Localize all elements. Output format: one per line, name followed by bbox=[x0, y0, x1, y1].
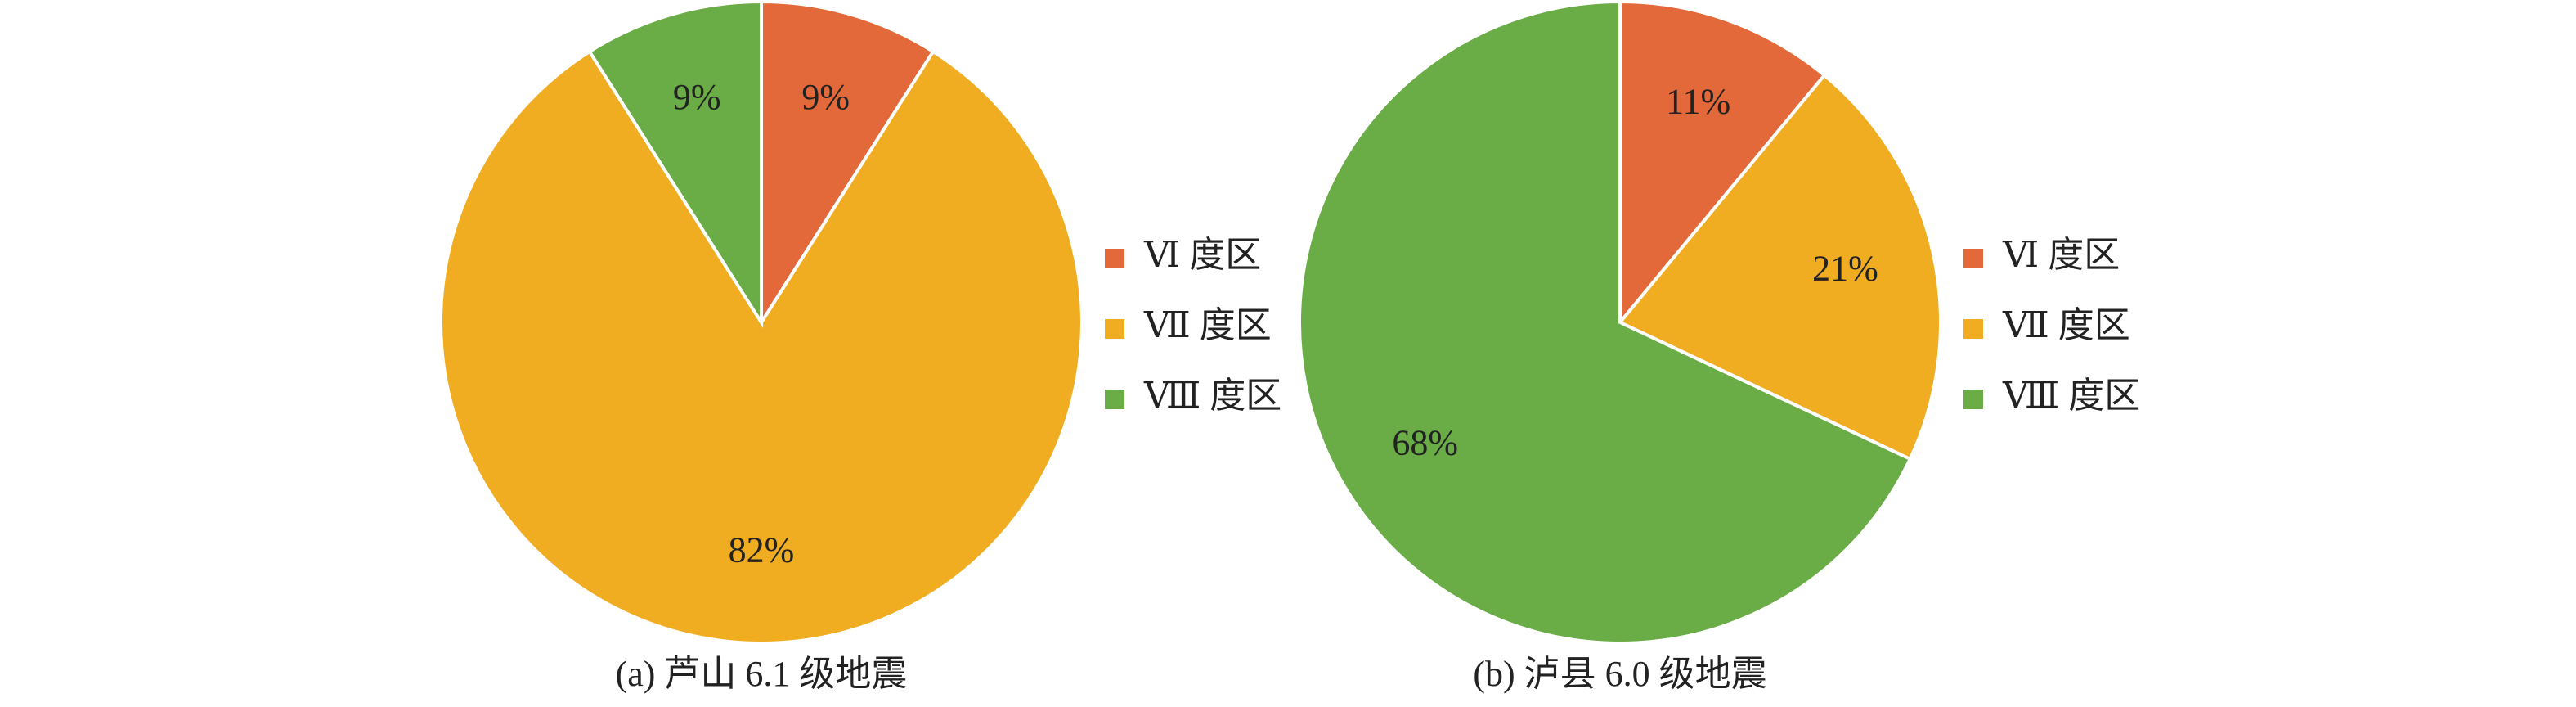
legend-label: Ⅵ 度区 bbox=[2002, 235, 2120, 275]
data-label: 21% bbox=[1812, 249, 1878, 289]
pie-slice bbox=[439, 49, 1084, 645]
legend-label: Ⅶ 度区 bbox=[2002, 305, 2130, 345]
legend-swatch bbox=[1963, 390, 1983, 409]
chart-title: (a) 芦山 6.1 级地震 bbox=[616, 654, 908, 694]
pie-slice bbox=[1617, 73, 1942, 462]
legend-swatch bbox=[1105, 249, 1124, 268]
legend-label: Ⅶ 度区 bbox=[1143, 305, 1272, 345]
legend-swatch bbox=[1105, 319, 1124, 339]
legend-label: Ⅷ 度区 bbox=[1143, 376, 1281, 416]
legend-swatch bbox=[1105, 390, 1124, 409]
data-label: 82% bbox=[729, 529, 795, 570]
legend-swatch bbox=[1963, 249, 1983, 268]
pie-slice bbox=[1298, 0, 1913, 645]
data-label: 68% bbox=[1392, 422, 1458, 462]
chart-title: (b) 泸县 6.0 级地震 bbox=[1473, 654, 1766, 694]
pie-slice bbox=[760, 0, 936, 328]
legend-swatch bbox=[1963, 319, 1983, 339]
pie-slice bbox=[587, 0, 763, 328]
data-label: 11% bbox=[1666, 82, 1730, 122]
data-label: 9% bbox=[673, 77, 721, 117]
legend-label: Ⅵ 度区 bbox=[1143, 235, 1261, 275]
legend-label: Ⅷ 度区 bbox=[2002, 376, 2140, 416]
pie-slice bbox=[1618, 0, 1827, 327]
data-label: 9% bbox=[801, 77, 850, 117]
